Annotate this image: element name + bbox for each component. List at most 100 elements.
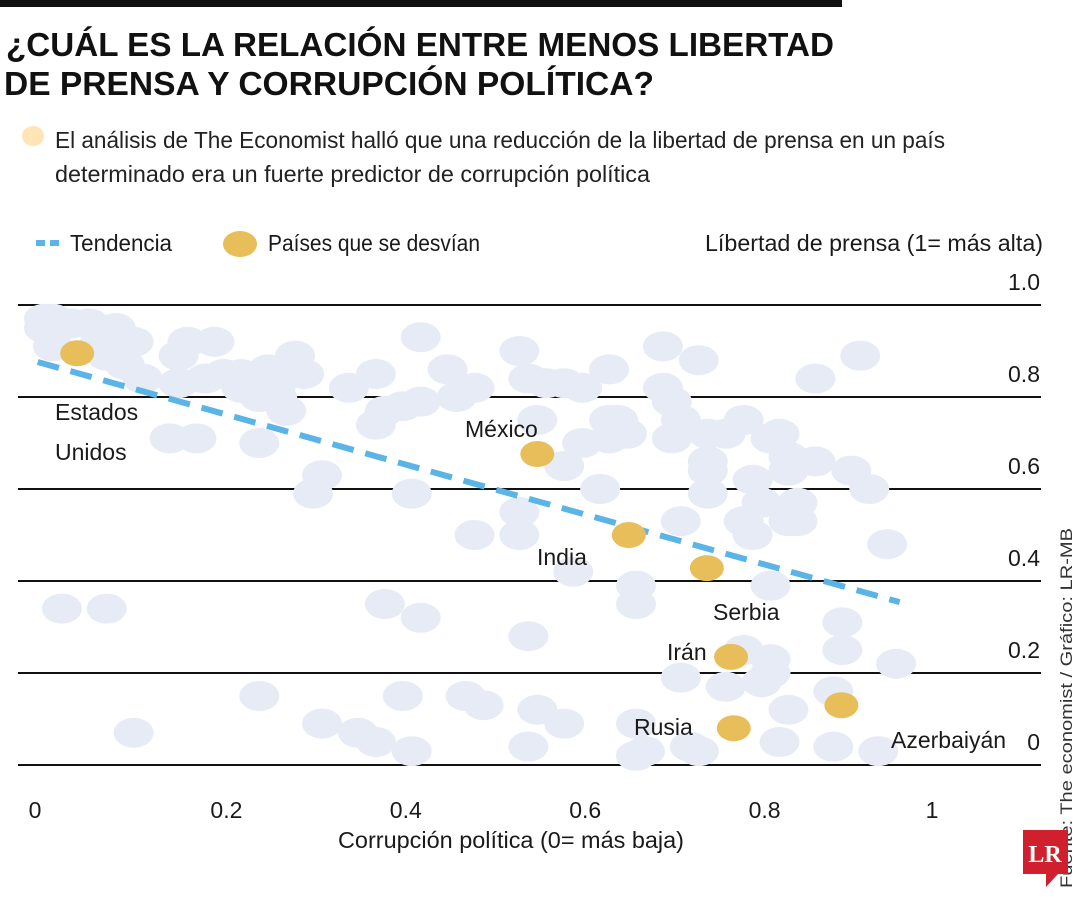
data-point <box>41 593 82 624</box>
top-bar <box>0 0 842 7</box>
data-point <box>544 451 585 481</box>
data-point <box>651 423 692 454</box>
highlighted-point <box>716 715 751 742</box>
country-label: Estados <box>55 399 138 425</box>
data-point <box>239 428 280 458</box>
data-point <box>813 731 854 762</box>
highlighted-point <box>611 522 646 548</box>
data-point <box>194 326 235 357</box>
data-point <box>723 405 764 435</box>
data-point <box>400 322 441 353</box>
legend-highlight-swatch <box>223 231 257 257</box>
data-point <box>580 474 621 504</box>
data-point <box>355 359 396 389</box>
data-point <box>732 520 773 550</box>
legend-trend-label: Tendencia <box>70 230 172 256</box>
data-point <box>759 727 800 757</box>
data-point <box>678 345 719 376</box>
y-tick-label: 0.8 <box>1008 361 1040 387</box>
data-point <box>113 717 154 748</box>
y-tick-label: 0.6 <box>1008 453 1040 479</box>
data-point <box>750 570 791 601</box>
data-point <box>607 418 648 449</box>
data-point <box>400 602 441 633</box>
data-point <box>687 478 728 509</box>
data-point <box>266 395 307 426</box>
data-point <box>768 506 809 537</box>
title-line-2: DE PRENSA Y CORRUPCIÓN POLÍTICA? <box>4 65 654 102</box>
data-point <box>822 607 863 638</box>
data-point <box>400 386 441 417</box>
data-point <box>768 694 809 725</box>
country-label: Irán <box>667 639 707 665</box>
data-point <box>427 354 468 385</box>
data-point <box>463 690 504 721</box>
title-line-1: ¿CUÁL ES LA RELACIÓN ENTRE MENOS LIBERTA… <box>6 26 834 63</box>
country-label: Azerbaiyán <box>891 727 1006 753</box>
trend-line <box>36 359 901 606</box>
data-point <box>508 731 549 762</box>
data-point <box>615 708 656 739</box>
data-point <box>553 556 594 587</box>
data-point <box>615 589 656 619</box>
highlighted-point <box>714 643 749 670</box>
data-point <box>454 520 495 550</box>
x-tick-label: 0.6 <box>569 797 601 823</box>
data-point <box>732 464 773 495</box>
y-axis-title: Líbertad de prensa (1= más alta) <box>705 230 1043 256</box>
lr-logo: LR <box>1023 830 1068 887</box>
data-point <box>822 635 863 665</box>
x-tick-label: 1 <box>926 797 939 823</box>
highlighted-point <box>824 692 859 719</box>
data-point <box>364 589 405 619</box>
data-point <box>499 520 540 550</box>
data-point <box>687 455 728 486</box>
country-label: India <box>537 544 587 570</box>
data-point <box>858 736 899 767</box>
data-point <box>660 662 701 693</box>
data-point <box>391 736 432 767</box>
y-tick-label: 0.4 <box>1008 545 1040 571</box>
bullet-dot <box>22 126 44 146</box>
data-point <box>499 497 540 527</box>
data-point <box>705 671 746 702</box>
data-point <box>867 529 908 560</box>
data-point <box>302 708 343 739</box>
data-point <box>382 681 423 711</box>
data-point <box>293 478 334 509</box>
x-tick-label: 0.2 <box>210 797 242 823</box>
data-point <box>149 423 190 454</box>
data-point <box>840 340 881 371</box>
data-point <box>508 621 549 652</box>
country-label: Unidos <box>55 439 127 465</box>
data-point <box>284 359 325 389</box>
data-point <box>391 478 432 509</box>
highlighted-point <box>689 555 724 582</box>
country-label: Rusia <box>634 714 693 740</box>
y-tick-label: 0 <box>1027 729 1040 755</box>
data-point <box>517 405 558 435</box>
data-point <box>876 648 917 679</box>
data-point <box>660 506 701 537</box>
data-point <box>759 418 800 449</box>
highlighted-point <box>60 340 95 367</box>
data-point <box>615 740 656 771</box>
legend-highlight-label: Países que se desvían <box>268 230 480 256</box>
data-point <box>239 681 280 711</box>
data-point <box>499 336 540 366</box>
data-point <box>589 354 630 385</box>
data-point <box>750 658 791 688</box>
data-point <box>795 446 836 477</box>
country-label: Serbia <box>713 599 780 625</box>
x-tick-label: 0.4 <box>390 797 422 823</box>
x-axis-title: Corrupción política (0= más baja) <box>338 827 684 853</box>
logo-text: LR <box>1028 842 1062 868</box>
source-credit: Fuente: The economist / Gráfico: LR-MB <box>1057 528 1076 888</box>
data-point <box>436 382 477 412</box>
x-tick-label: 0 <box>29 797 42 823</box>
data-point <box>355 727 396 757</box>
data-point <box>849 474 890 504</box>
data-point <box>544 708 585 739</box>
highlighted-point <box>520 441 555 468</box>
